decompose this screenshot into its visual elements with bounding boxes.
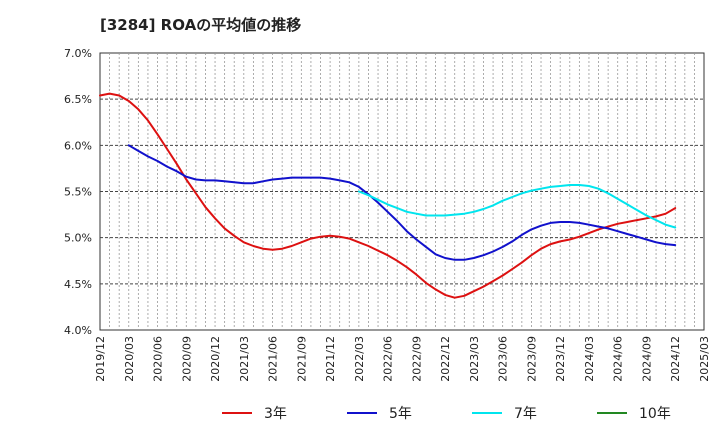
x-tick-label: 2024/06 xyxy=(612,336,625,382)
x-tick-label: 2023/12 xyxy=(554,336,567,382)
x-tick-label: 2021/03 xyxy=(238,336,251,382)
legend: 3年 5年 7年 10年 xyxy=(222,406,671,422)
legend-label: 3年 xyxy=(264,406,287,422)
x-tick-label: 2020/09 xyxy=(180,336,193,382)
x-tick-label: 2023/06 xyxy=(497,336,510,382)
x-tick-label: 2022/06 xyxy=(382,336,395,382)
x-tick-label: 2024/09 xyxy=(640,336,653,382)
x-tick-label: 2022/09 xyxy=(410,336,423,382)
y-tick-label: 5.0% xyxy=(64,232,92,245)
series-line-3年 xyxy=(99,92,677,299)
x-tick-label: 2021/12 xyxy=(324,336,337,382)
x-tick-label: 2023/09 xyxy=(525,336,538,382)
y-tick-label: 4.0% xyxy=(64,324,92,337)
x-tick-label: 2021/09 xyxy=(295,336,308,382)
y-tick-label: 4.5% xyxy=(64,278,92,291)
axis-labels: 4.0% 4.5% 5.0% 5.5% 6.0% 6.5% 7.0% 2019/12 2020/… xyxy=(64,47,711,382)
series-line-7年 xyxy=(357,184,677,229)
y-tick-label: 7.0% xyxy=(64,47,92,60)
x-tick-label: 2021/06 xyxy=(267,336,280,382)
y-tick-label: 6.5% xyxy=(64,93,92,106)
series-layer xyxy=(99,92,677,299)
x-tick-label: 2019/12 xyxy=(94,336,107,382)
legend-label: 10年 xyxy=(639,406,671,422)
series-line-5年 xyxy=(127,144,677,261)
x-tick-label: 2022/03 xyxy=(353,336,366,382)
x-tick-label: 2020/12 xyxy=(209,336,222,382)
legend-label: 5年 xyxy=(389,406,412,422)
x-tick-label: 2022/12 xyxy=(439,336,452,382)
x-tick-label: 2020/06 xyxy=(152,336,165,382)
chart-title: [3284] ROAの平均値の推移 xyxy=(100,16,302,34)
grid-layer xyxy=(99,52,705,331)
y-tick-label: 5.5% xyxy=(64,186,92,199)
x-tick-label: 2020/03 xyxy=(123,336,136,382)
x-tick-label: 2024/12 xyxy=(669,336,682,382)
y-tick-label: 6.0% xyxy=(64,139,92,152)
x-tick-label: 2024/03 xyxy=(583,336,596,382)
x-tick-label: 2025/03 xyxy=(698,336,711,382)
legend-label: 7年 xyxy=(514,406,537,422)
x-tick-label: 2023/03 xyxy=(468,336,481,382)
